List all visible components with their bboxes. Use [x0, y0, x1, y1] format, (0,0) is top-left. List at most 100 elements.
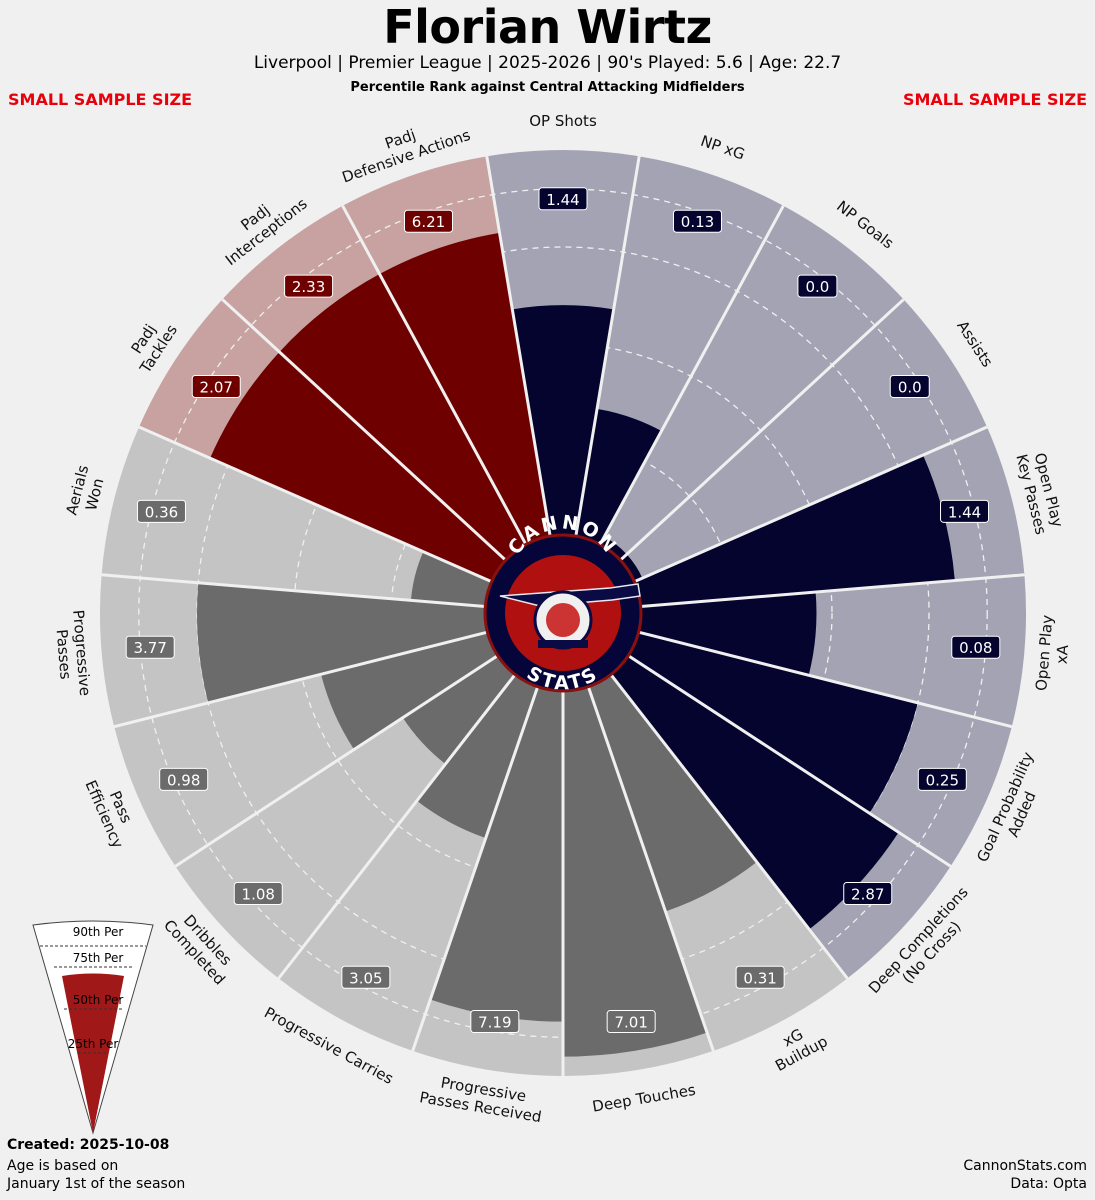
value-text-9: 7.01	[614, 1014, 647, 1032]
value-text-12: 1.08	[242, 886, 275, 904]
value-text-14: 3.77	[134, 639, 167, 657]
bar-0	[512, 305, 614, 540]
value-text-0: 1.44	[546, 191, 579, 209]
slice-background	[618, 299, 988, 583]
value-box-2	[797, 274, 838, 298]
value-text-5: 0.08	[959, 639, 992, 657]
legend-label-75: 75th Per	[73, 951, 124, 965]
value-text-8: 0.31	[743, 969, 776, 987]
metric-label-line: OP Shots	[529, 112, 597, 130]
player-name-title: Florian Wirtz	[383, 0, 712, 54]
bar-12	[402, 654, 517, 765]
age-note-line1: Age is based on	[7, 1158, 119, 1174]
legend-label-25: 25th Per	[68, 1037, 119, 1051]
data-source-credit: Data: Opta	[1010, 1176, 1087, 1192]
separator-2	[597, 205, 785, 548]
value-box-17	[284, 274, 334, 298]
value-text-7: 2.87	[851, 886, 884, 904]
value-text-18: 6.21	[412, 213, 445, 231]
slice-background	[101, 427, 495, 607]
bar-7	[609, 654, 899, 930]
value-box-1	[672, 209, 722, 233]
separator-15	[101, 573, 489, 609]
bar-18	[379, 232, 551, 548]
metric-label-line: Assists	[954, 317, 997, 370]
bar-15	[410, 551, 495, 607]
metric-label-15: AerialsWon	[62, 463, 109, 521]
value-box-16	[191, 374, 241, 398]
metric-label-0: OP Shots	[529, 112, 597, 130]
separator-9	[585, 683, 715, 1052]
bar-5	[635, 592, 817, 676]
bar-2	[598, 536, 627, 563]
value-box-3	[889, 374, 930, 398]
metric-label-5: Open PlayxA	[1032, 614, 1074, 693]
bar-1	[575, 408, 662, 548]
metric-label-4: Open PlayKey Passes	[1013, 448, 1068, 537]
value-labels: 1.44 0.13 0.0 0.0 1.44 0.08 0.25 2.87 0.31 7.01 7.…	[125, 187, 1001, 1034]
metric-label-3: Assists	[954, 317, 997, 370]
metric-label-2: NP Goals	[834, 197, 898, 252]
value-text-15: 0.36	[145, 503, 178, 521]
sample-size-warning-right: SMALL SAMPLE SIZE	[902, 90, 1087, 109]
metric-label-14: ProgressivePasses	[52, 609, 95, 698]
bar-14	[197, 582, 491, 703]
legend-label-90: 90th Per	[73, 925, 124, 939]
value-box-10	[470, 1010, 520, 1034]
value-text-2: 0.0	[805, 278, 829, 296]
metric-label-9: Deep Touches	[591, 1080, 697, 1115]
site-credit: CannonStats.com	[963, 1158, 1087, 1174]
bar-3	[618, 554, 643, 583]
legend-label-50: 50th Per	[73, 993, 124, 1007]
age-note-line2: January 1st of the season	[7, 1176, 186, 1192]
gridline-90	[138, 188, 988, 1038]
separator-1	[573, 156, 641, 540]
value-text-1: 0.13	[681, 213, 714, 231]
separator-7	[624, 652, 952, 868]
value-box-11	[341, 965, 391, 989]
value-box-5	[951, 635, 1001, 659]
comparison-caption: Percentile Rank against Central Attackin…	[350, 80, 745, 95]
value-box-4	[940, 499, 990, 523]
separator-12	[277, 671, 519, 980]
separator-5	[637, 573, 1025, 609]
value-text-10: 7.19	[478, 1014, 511, 1032]
value-box-7	[843, 882, 893, 906]
value-box-18	[404, 209, 454, 233]
value-box-15	[136, 499, 186, 523]
separator-18	[341, 205, 529, 548]
sample-size-warning-left: SMALL SAMPLE SIZE	[8, 90, 193, 109]
metric-label-10: ProgressivePasses Received	[418, 1070, 546, 1126]
value-text-17: 2.33	[292, 278, 325, 296]
bar-11	[416, 672, 539, 839]
slice-separators	[101, 156, 1025, 1076]
value-box-0	[538, 187, 588, 211]
metric-label-line: NP xG	[698, 131, 747, 163]
value-text-11: 3.05	[349, 969, 382, 987]
metric-label-line: NP Goals	[834, 197, 898, 252]
value-text-13: 0.98	[167, 771, 200, 789]
bar-13	[321, 631, 501, 750]
bar-9	[563, 683, 708, 1057]
separator-13	[174, 652, 502, 868]
value-box-9	[606, 1010, 656, 1034]
texas-star-icon	[546, 603, 580, 637]
separator-4	[631, 425, 988, 585]
cannon-stats-logo: CANNON STATS	[483, 511, 643, 694]
metric-label-line: Deep Touches	[591, 1080, 697, 1115]
bar-16	[210, 351, 508, 583]
bar-17	[279, 274, 528, 563]
percentile-bars	[197, 232, 955, 1057]
value-box-14	[125, 635, 175, 659]
value-box-6	[917, 767, 967, 791]
value-box-8	[735, 965, 785, 989]
separator-8	[607, 671, 849, 980]
separator-11	[411, 683, 541, 1052]
metric-label-line: Passes	[53, 629, 75, 681]
percentile-legend: 90th Per 75th Per 50th Per 25th Per	[32, 920, 154, 1135]
separator-14	[113, 629, 491, 729]
cannon-base-icon	[538, 640, 588, 648]
value-box-12	[233, 882, 283, 906]
value-text-3: 0.0	[898, 378, 922, 396]
